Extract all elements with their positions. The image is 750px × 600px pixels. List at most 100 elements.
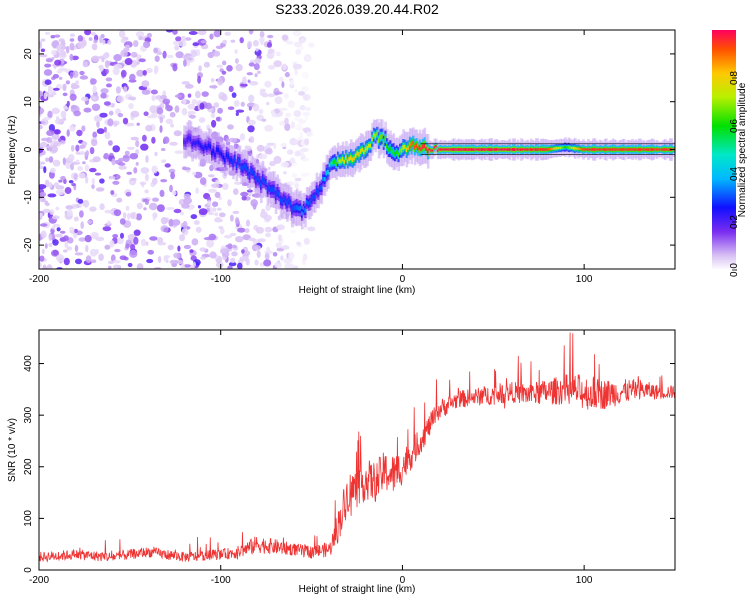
noise-speckle [68, 180, 74, 184]
ridge-cell [490, 148, 494, 151]
noise-speckle [72, 70, 79, 78]
noise-speckle [95, 248, 99, 255]
noise-speckle [43, 116, 51, 121]
noise-speckle [237, 262, 243, 269]
noise-speckle [160, 179, 168, 183]
ridge-cell [662, 148, 665, 151]
noise-speckle [231, 251, 238, 257]
noise-speckle [113, 54, 122, 62]
ridge-cell [399, 148, 402, 153]
noise-speckle [295, 177, 302, 182]
noise-speckle [145, 124, 153, 132]
noise-speckle [256, 70, 261, 75]
noise-speckle [151, 165, 158, 174]
noise-speckle [119, 218, 126, 225]
noise-speckle [135, 149, 140, 155]
ridge-cell [596, 148, 600, 151]
noise-speckle [157, 256, 162, 263]
ridge-cell [511, 148, 515, 151]
ridge-cell [467, 148, 471, 151]
noise-speckle [70, 82, 77, 90]
noise-speckle [101, 57, 105, 63]
noise-speckle [290, 121, 295, 129]
noise-speckle [104, 244, 111, 250]
noise-speckle [240, 83, 248, 87]
noise-speckle [133, 236, 139, 245]
ridge-cell [282, 196, 286, 201]
noise-speckle [44, 63, 52, 68]
noise-speckle [130, 244, 136, 251]
noise-speckle [155, 95, 162, 100]
noise-speckle [151, 177, 158, 185]
noise-speckle [180, 35, 187, 43]
noise-speckle [284, 262, 292, 269]
ridge-cell [359, 149, 363, 154]
noise-speckle [49, 209, 55, 215]
noise-speckle [281, 245, 290, 250]
noise-speckle [292, 159, 296, 164]
ridge-cell [390, 149, 394, 154]
ridge-cell [461, 148, 464, 151]
noise-speckle [140, 167, 150, 174]
noise-speckle [203, 61, 210, 68]
noise-speckle [77, 198, 84, 204]
noise-speckle [210, 112, 216, 118]
colorbar-tick-label: 0.6 [729, 119, 740, 133]
noise-speckle [39, 41, 43, 49]
noise-speckle [112, 259, 121, 264]
ridge-cell [564, 145, 567, 149]
noise-speckle [197, 205, 202, 209]
noise-speckle [117, 237, 124, 245]
noise-speckle [267, 93, 276, 98]
noise-speckle [156, 51, 163, 56]
ridge-cell [421, 144, 425, 150]
ridge-cell [353, 156, 356, 161]
ridge-cell [330, 161, 333, 166]
ridge-cell [614, 148, 618, 151]
ridge-cell [258, 178, 261, 183]
noise-speckle [212, 50, 221, 57]
noise-speckle [207, 51, 215, 59]
ridge-cell [372, 132, 376, 137]
noise-speckle [151, 136, 156, 144]
ridge-cell [191, 141, 194, 147]
noise-speckle [136, 69, 145, 77]
noise-speckle [271, 110, 276, 118]
noise-speckle [75, 80, 79, 85]
ridge-cell [397, 152, 400, 157]
ridge-cell [639, 148, 643, 151]
noise-speckle [159, 125, 163, 133]
ridge-cell [485, 148, 489, 151]
noise-speckle [43, 166, 47, 174]
ridge-cell [309, 200, 312, 205]
noise-speckle [183, 264, 192, 268]
ridge-cell [199, 143, 203, 148]
noise-speckle [163, 255, 171, 259]
ridge-cell [539, 148, 543, 151]
noise-speckle [249, 81, 259, 86]
ridge-cell [263, 179, 266, 184]
noise-speckle [240, 101, 245, 107]
noise-speckle [211, 183, 220, 188]
noise-speckle [152, 212, 158, 219]
ridge-cell [312, 194, 315, 199]
noise-speckle [126, 122, 135, 127]
ridge-cell [204, 144, 207, 149]
noise-speckle [114, 61, 118, 65]
ridge-cell [436, 149, 440, 152]
noise-speckle [73, 173, 78, 181]
y-tick-label: 10 [23, 96, 34, 108]
noise-speckle [54, 129, 61, 135]
noise-speckle [102, 226, 112, 232]
noise-speckle [250, 199, 258, 207]
noise-speckle [217, 77, 224, 86]
ridge-cell [345, 155, 348, 160]
noise-speckle [135, 31, 145, 38]
noise-speckle [239, 133, 246, 141]
ridge-cell [477, 148, 481, 151]
noise-speckle [81, 125, 86, 132]
noise-speckle [191, 238, 199, 246]
noise-speckle [169, 111, 176, 118]
ridge-cell [279, 198, 283, 203]
